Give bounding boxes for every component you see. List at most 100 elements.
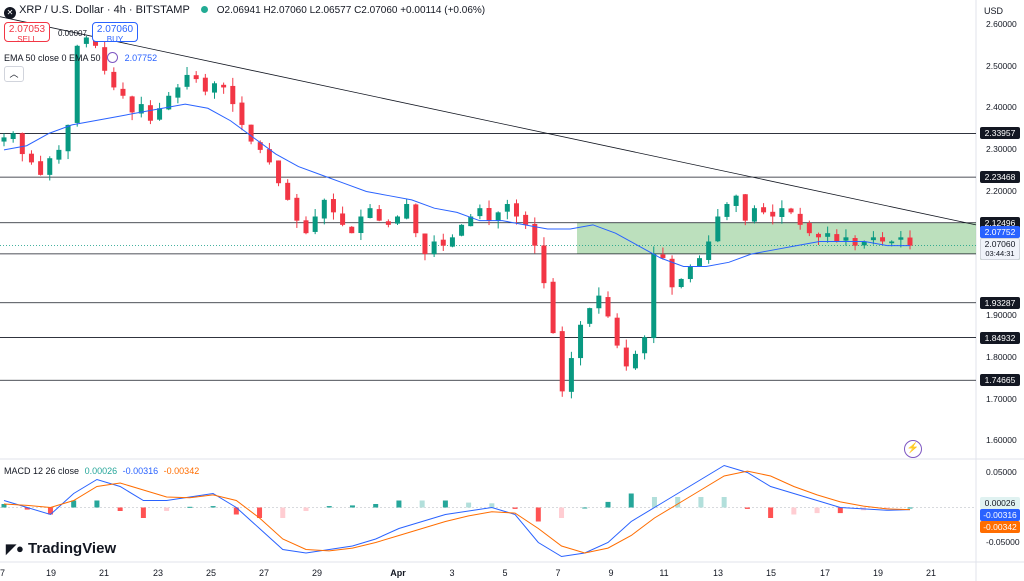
tv-logo-text: TradingView — [28, 540, 117, 557]
date-tick-label: 19 — [872, 568, 884, 578]
date-tick-label: 9 — [608, 568, 614, 578]
macd-histogram-bar — [419, 500, 425, 508]
lightning-icon[interactable]: ⚡ — [904, 440, 922, 458]
candle-body — [660, 254, 666, 259]
market-open-dot — [200, 6, 208, 13]
candle-body — [193, 75, 199, 80]
price-tick-label: 1.80000 — [986, 352, 1017, 363]
macd-histogram-bar — [117, 507, 123, 511]
date-tick-label: 13 — [712, 568, 724, 578]
candle-body — [532, 223, 538, 246]
last-price-value: 2.07060 — [984, 239, 1016, 249]
candle-body — [486, 208, 492, 221]
macd-histogram-bar — [628, 493, 634, 508]
macd-histogram-bar — [721, 497, 727, 508]
macd-legend[interactable]: MACD 12 26 close 0.00026 -0.00316 -0.003… — [4, 466, 199, 476]
candle-body — [413, 204, 419, 234]
candle-body — [907, 237, 913, 246]
spread-value: 0.00007 — [58, 29, 87, 38]
candle-body — [550, 281, 556, 334]
macd-histogram-bar — [675, 497, 681, 508]
symbol-title[interactable]: XRP / U.S. Dollar · 4h · BITSTAMP — [19, 4, 190, 16]
candle-body — [422, 233, 428, 254]
bar-countdown: 03:44:31 — [985, 249, 1015, 258]
candle-body — [47, 158, 53, 175]
macd-tick-label: 0.05000 — [986, 466, 1017, 477]
candle-body — [733, 195, 739, 206]
macd-histogram-bar — [512, 507, 518, 509]
candle-body — [385, 221, 391, 225]
buy-button[interactable]: 2.07060 BUY — [92, 22, 138, 44]
candle-body — [724, 204, 730, 217]
ema-legend[interactable]: EMA 50 close 0 EMA 50 2.07752 — [4, 52, 157, 63]
macd-histogram-bar — [1, 504, 7, 508]
candle-body — [815, 233, 821, 238]
candle-body — [559, 331, 565, 392]
price-tick-label: 2.60000 — [986, 18, 1017, 29]
candle-body — [120, 88, 126, 96]
ema-settings-icon[interactable] — [107, 52, 119, 63]
macd-hist-value: 0.00026 — [84, 466, 118, 476]
level-price-label: 2.12496 — [980, 216, 1020, 229]
candle-body — [221, 84, 227, 88]
candle-body — [898, 237, 904, 240]
candle-body — [1, 137, 7, 142]
ema-price-label: 2.07752 — [980, 226, 1020, 238]
ema-label: EMA 50 close 0 EMA 50 — [4, 53, 101, 63]
candle-body — [459, 224, 465, 236]
candle-body — [889, 241, 895, 244]
candle-body — [358, 216, 364, 234]
candle-body — [65, 124, 71, 152]
candle-body — [74, 45, 80, 123]
signal-line-axis-label: -0.00342 — [980, 521, 1020, 533]
candle-body — [239, 102, 245, 125]
date-tick-label: 17 — [819, 568, 831, 578]
date-tick-label: 7 — [555, 568, 561, 578]
macd-histogram-bar — [837, 507, 843, 514]
date-tick-label: 19 — [45, 568, 57, 578]
tradingview-logo[interactable]: ◤● TradingView — [6, 540, 116, 557]
macd-histogram-bar — [559, 507, 565, 518]
date-tick-label: 3 — [449, 568, 455, 578]
price-tick-label: 1.60000 — [986, 435, 1017, 446]
candle-body — [102, 47, 108, 71]
level-price-label: 1.93287 — [980, 296, 1020, 309]
x-logo-icon: ✕ — [4, 7, 16, 19]
macd-histogram-bar — [280, 507, 286, 518]
candle-body — [330, 199, 336, 213]
candle-body — [504, 204, 510, 212]
macd-signal-value: -0.00342 — [163, 466, 200, 476]
candle-body — [129, 96, 135, 113]
candle-body — [806, 222, 812, 234]
currency-label[interactable]: USD — [984, 6, 1004, 16]
price-tick-label: 2.30000 — [986, 143, 1017, 154]
collapse-legend-button[interactable]: ︿ — [4, 66, 24, 82]
candle-body — [257, 142, 263, 150]
price-tick-label: 1.70000 — [986, 393, 1017, 404]
candle-body — [303, 220, 309, 234]
candle-body — [349, 226, 355, 234]
candle-body — [596, 295, 602, 309]
macd-line-axis-label: -0.00316 — [980, 509, 1020, 521]
candle-body — [10, 133, 16, 140]
candle-body — [266, 149, 272, 163]
candle-body — [111, 71, 117, 88]
candle-body — [230, 85, 236, 105]
ohlc-values: O2.06941 H2.07060 L2.06577 C2.07060 +0.0… — [216, 5, 486, 16]
price-tick-label: 1.90000 — [986, 310, 1017, 321]
candle-body — [706, 241, 712, 260]
last-price-label: 2.07060 03:44:31 — [980, 238, 1020, 260]
price-tick-label: 2.20000 — [986, 185, 1017, 196]
macd-histogram-bar — [744, 507, 750, 509]
date-tick-label: 29 — [311, 568, 323, 578]
date-tick-label: 15 — [765, 568, 777, 578]
candle-body — [340, 213, 346, 225]
macd-histogram-bar — [303, 507, 309, 511]
candle-body — [431, 241, 437, 255]
macd-histogram-bar — [466, 502, 472, 508]
date-tick-label: 17 — [0, 568, 6, 578]
candle-body — [83, 37, 89, 44]
sell-button[interactable]: 2.07053 SELL — [4, 22, 50, 44]
candle-body — [38, 161, 44, 175]
